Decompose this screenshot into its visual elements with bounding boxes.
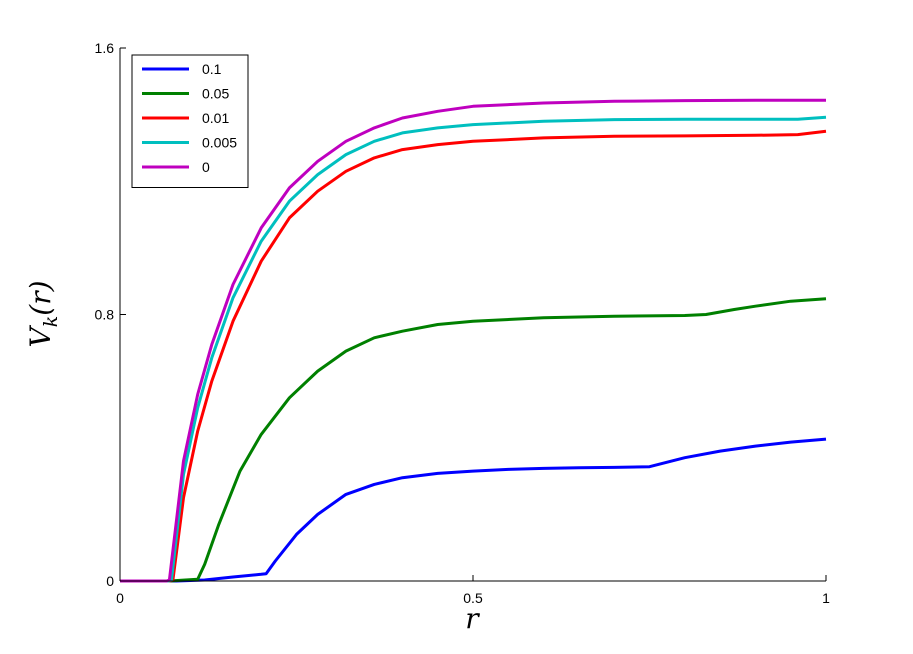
legend-label-0: 0.1 xyxy=(202,61,222,77)
series-line-1 xyxy=(120,297,827,583)
y-axis-title-main: V xyxy=(24,324,57,347)
legend-box xyxy=(131,54,249,188)
x-tick-label: 0 xyxy=(116,590,124,606)
y-tick-label: 1.6 xyxy=(95,40,115,56)
legend: 0.1 0.05 0.01 0.005 0 xyxy=(131,54,249,188)
series-line-0 xyxy=(120,437,827,583)
y-axis-title-arg: (r) xyxy=(24,281,57,316)
legend-label-1: 0.05 xyxy=(202,86,229,102)
y-axis-title: Vk(r) xyxy=(24,281,62,348)
y-axis-title-sub: k xyxy=(40,316,62,328)
series-line-2 xyxy=(120,129,827,583)
y-tick-label: 0 xyxy=(106,573,114,589)
legend-label-4: 0 xyxy=(202,159,210,175)
x-axis-title: r xyxy=(465,602,480,635)
series-line-3 xyxy=(120,115,827,583)
series-line-4 xyxy=(120,98,826,583)
x-tick-label: 1 xyxy=(822,590,830,606)
legend-label-3: 0.005 xyxy=(202,135,237,151)
x-tick-label: 0.5 xyxy=(463,590,483,606)
y-tick-label: 0.8 xyxy=(95,307,115,323)
series-layer xyxy=(120,98,827,583)
legend-label-2: 0.01 xyxy=(202,110,229,126)
tick-layer: 0 0.5 1 0 0.8 1.6 xyxy=(95,40,831,606)
